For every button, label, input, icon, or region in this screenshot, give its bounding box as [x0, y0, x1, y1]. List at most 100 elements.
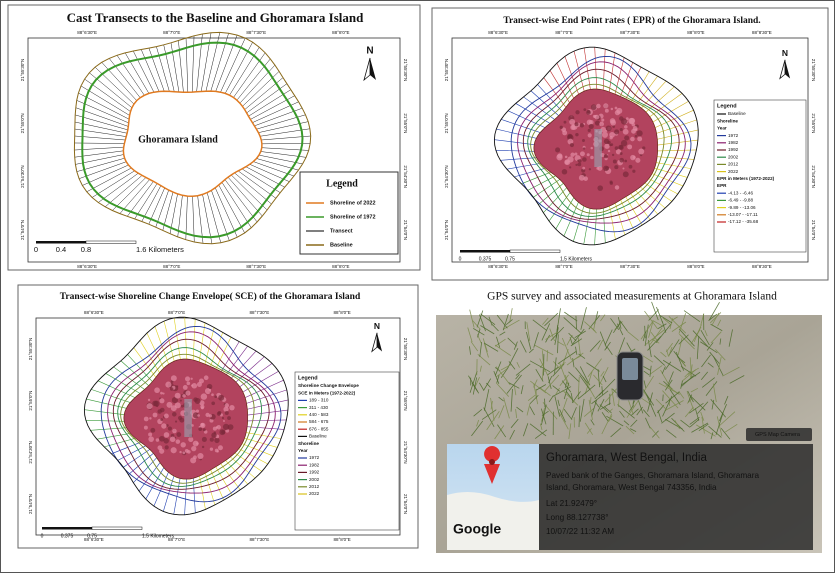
- island-texture: [582, 147, 586, 150]
- grass: [687, 367, 699, 375]
- island-texture: [612, 125, 616, 129]
- transect: [198, 322, 206, 362]
- island-texture: [570, 152, 575, 157]
- transect: [231, 350, 257, 379]
- grass: [513, 385, 517, 396]
- grass: [686, 398, 693, 404]
- transect: [215, 337, 232, 370]
- transect: [241, 443, 274, 457]
- island-texture: [147, 398, 151, 402]
- legend-item: 2022: [728, 169, 739, 174]
- grass: [530, 380, 547, 394]
- grass: [706, 342, 714, 351]
- grass: [550, 326, 565, 341]
- island-texture: [594, 114, 600, 120]
- island-texture: [559, 125, 563, 129]
- island-texture: [624, 159, 628, 163]
- island-texture: [561, 127, 567, 133]
- island-texture: [182, 385, 188, 390]
- shoreline: [120, 353, 255, 484]
- island-texture: [169, 387, 174, 391]
- legend-subtitle: Year: [298, 448, 308, 453]
- grass: [693, 324, 702, 343]
- grass: [483, 389, 490, 411]
- island-texture: [221, 416, 225, 420]
- north-arrow: [370, 58, 376, 80]
- longitude-label: 88°7'0"E: [163, 30, 180, 35]
- transect: [148, 48, 165, 92]
- transect: [90, 427, 127, 431]
- island-texture: [192, 412, 199, 419]
- island-texture: [227, 416, 231, 420]
- grass: [700, 313, 705, 326]
- grass: [525, 331, 532, 350]
- latitude-label: 21°55'30"N: [403, 338, 408, 361]
- grass: [640, 321, 653, 340]
- scale-label: 0.4: [56, 245, 66, 254]
- transect: [192, 319, 196, 361]
- island-texture: [204, 387, 212, 395]
- transect: [116, 55, 145, 96]
- grass: [720, 428, 731, 440]
- legend-item: Baseline: [309, 434, 327, 439]
- grass: [589, 340, 601, 352]
- transect: [527, 175, 556, 191]
- longitude-label: 88°7'30"E: [620, 30, 640, 35]
- longitude-label: 88°7'0"E: [163, 264, 180, 269]
- grass: [719, 411, 736, 426]
- baseline: [83, 316, 289, 516]
- longitude-label: 88°7'0"E: [555, 264, 572, 269]
- island-texture: [618, 144, 624, 150]
- grass: [680, 380, 683, 389]
- grass: [704, 330, 708, 337]
- grass: [657, 410, 663, 423]
- transect: [197, 195, 204, 244]
- transect: [119, 179, 150, 214]
- island-texture: [561, 169, 568, 175]
- grass: [579, 366, 591, 386]
- transect: [215, 187, 238, 238]
- island-texture: [174, 392, 181, 399]
- grass: [480, 313, 496, 326]
- legend-item: 2002: [309, 477, 320, 482]
- island-texture: [201, 445, 205, 449]
- grass: [572, 358, 575, 368]
- island-texture: [152, 400, 158, 407]
- transect: [238, 448, 268, 465]
- map-frame: [451, 37, 809, 263]
- legend-item: 311 - 430: [309, 405, 329, 410]
- island-texture: [194, 397, 201, 404]
- transect: [500, 157, 537, 161]
- grass: [649, 365, 663, 375]
- latitude-label: 21°54'0"N: [403, 494, 408, 514]
- island-texture: [556, 154, 563, 161]
- transect: [636, 75, 658, 105]
- grass: [545, 331, 559, 340]
- legend-title: Legend: [717, 103, 737, 109]
- island-texture: [180, 404, 184, 408]
- transect: [124, 52, 150, 94]
- shoreline: [117, 347, 263, 487]
- grass: [678, 313, 687, 334]
- transect: [220, 341, 240, 372]
- grass: [533, 383, 539, 405]
- longitude-label: 88°8'0"E: [687, 264, 704, 269]
- transect: [543, 77, 567, 108]
- grass: [520, 385, 524, 395]
- transect: [221, 182, 252, 228]
- grass: [552, 385, 561, 392]
- scale-label: 0: [34, 245, 38, 254]
- island-texture: [166, 424, 169, 427]
- grass: [700, 411, 705, 421]
- grass: [588, 399, 593, 420]
- legend-item: 2012: [728, 162, 739, 167]
- grass: [594, 400, 600, 408]
- grass: [494, 338, 506, 347]
- grass: [623, 420, 630, 426]
- island-texture: [205, 412, 210, 418]
- transect: [86, 398, 127, 409]
- legend-item: Shoreline of 2022: [330, 200, 376, 206]
- island-texture: [203, 375, 209, 381]
- grass: [665, 342, 674, 353]
- transect: [244, 437, 278, 448]
